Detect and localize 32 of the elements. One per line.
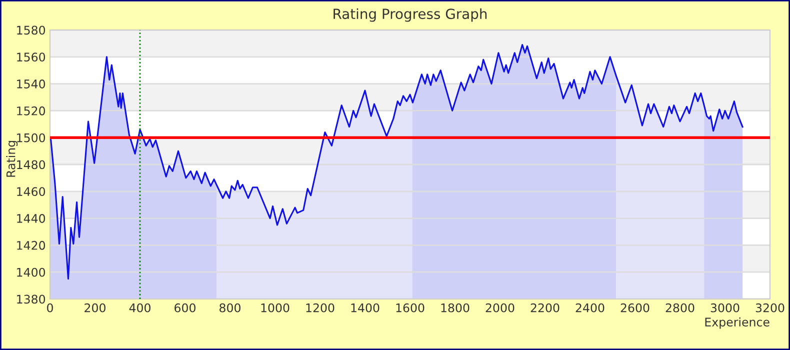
- x-tick-label: 3200: [756, 303, 784, 312]
- x-tick-label: 2400: [576, 303, 604, 312]
- x-tick-label: 1200: [306, 303, 334, 312]
- y-tick-label: 1440: [17, 214, 46, 223]
- y-tick-label: 1540: [17, 80, 46, 88]
- x-axis-title: Experience: [705, 317, 770, 329]
- y-tick-label: 1480: [17, 160, 46, 170]
- y-axis-title: Rating: [6, 140, 18, 177]
- y-tick-label: 1380: [17, 294, 46, 304]
- chart-title: Rating Progress Graph: [334, 8, 487, 22]
- x-tick-label: 0: [47, 303, 53, 312]
- x-tick-label: 1400: [351, 303, 380, 312]
- x-tick-label: 200: [84, 303, 106, 312]
- x-tick-label: 1800: [441, 303, 470, 312]
- line-series: [50, 44, 744, 280]
- x-tick-label: 800: [220, 303, 240, 312]
- x-tick-label: 400: [129, 303, 150, 312]
- x-tick-label: 2200: [530, 303, 560, 312]
- y-tick-label: 1560: [17, 52, 46, 62]
- y-tick-label: 1460: [17, 187, 46, 196]
- x-tick-label: 1600: [396, 303, 424, 312]
- x-tick-label: 1000: [261, 303, 290, 312]
- x-tick-label: 600: [174, 303, 196, 312]
- x-tick-label: 3000: [710, 303, 740, 312]
- x-tick-label: 2000: [486, 303, 514, 312]
- y-tick-label: 1500: [17, 133, 46, 142]
- y-tick-label: 1580: [17, 26, 46, 35]
- y-tick-label: 1520: [17, 106, 46, 116]
- y-tick-label: 1420: [17, 240, 46, 250]
- x-tick-label: 2600: [620, 303, 650, 312]
- x-tick-label: 2800: [666, 303, 694, 312]
- y-tick-label: 1400: [17, 268, 46, 277]
